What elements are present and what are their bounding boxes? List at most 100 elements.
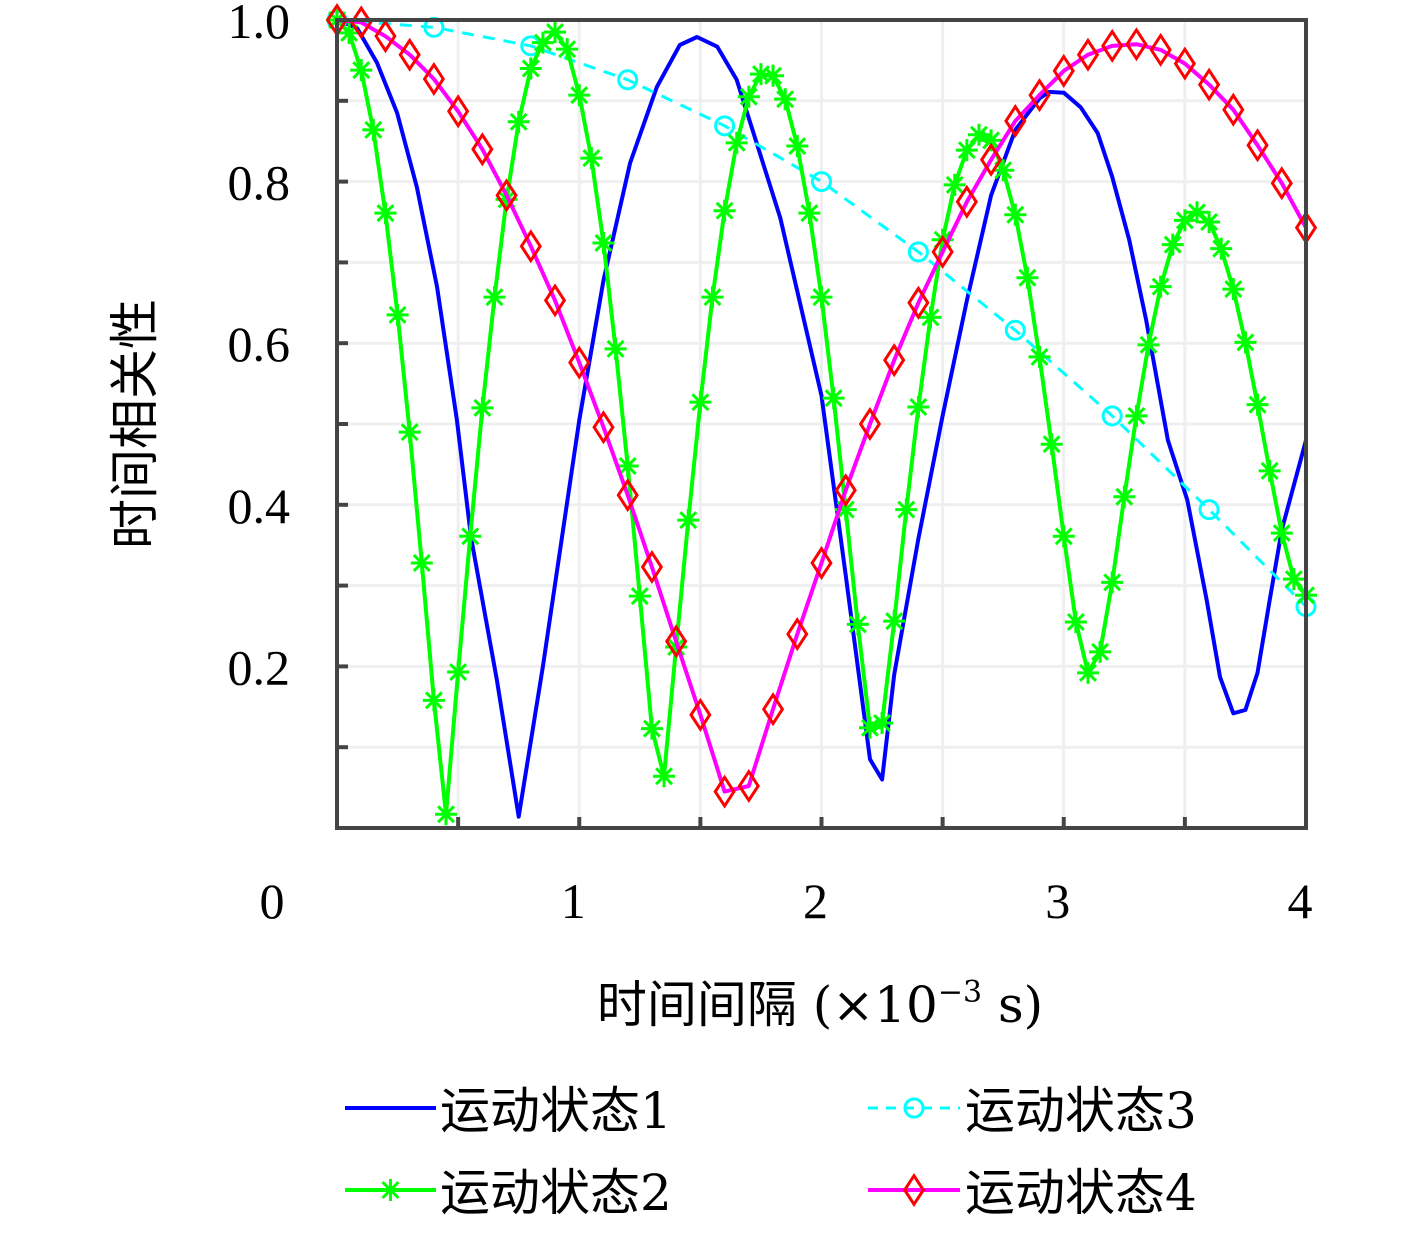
data-point-diamond: [761, 692, 785, 727]
data-point-star: [1246, 393, 1269, 416]
x-axis-label-unit: s): [982, 976, 1043, 1034]
data-point-star: [616, 455, 639, 478]
x-tick-label: 3: [1045, 873, 1070, 929]
data-point-star: [762, 64, 785, 87]
data-point-star: [725, 131, 748, 154]
data-point-star: [846, 613, 869, 636]
data-point-diamond: [568, 345, 591, 380]
x-tick-label: 4: [1288, 873, 1313, 929]
data-point-circle: [617, 69, 639, 91]
data-point-star: [1222, 278, 1245, 301]
series-layer: [325, 2, 1318, 826]
legend-label: 运动状态3: [965, 1082, 1197, 1140]
data-point-star: [955, 139, 978, 162]
y-tick-label: 1.0: [228, 0, 291, 49]
data-point-diamond: [955, 184, 978, 219]
data-point-star: [1282, 568, 1305, 591]
data-point-circle: [714, 115, 736, 137]
data-point-diamond: [1197, 67, 1221, 102]
data-point-star: [398, 421, 421, 444]
data-point-star: [810, 286, 833, 309]
legend-label: 运动状态4: [965, 1164, 1197, 1222]
data-point-star: [1210, 237, 1233, 260]
legend: 运动状态1 运动状态2 运动状态3 运动状态4: [345, 1082, 1197, 1222]
data-point-star: [1270, 522, 1293, 545]
data-point-star: [471, 396, 494, 419]
data-point-diamond: [592, 410, 615, 445]
data-point-star: [1185, 201, 1208, 224]
x-tick-label: 2: [803, 873, 828, 929]
data-point-diamond: [737, 768, 760, 804]
x-tick-label: 1: [561, 873, 586, 929]
data-point-diamond: [1173, 46, 1197, 81]
series-4: [325, 2, 1318, 809]
data-point-diamond: [1222, 92, 1245, 127]
data-point-diamond: [883, 343, 906, 378]
data-point-diamond: [713, 774, 736, 809]
data-point-star: [1028, 345, 1051, 368]
data-point-diamond: [616, 478, 639, 513]
data-point-diamond: [495, 178, 518, 213]
data-point-diamond: [810, 545, 833, 581]
data-point-star: [580, 147, 603, 170]
y-tick-label: 0.2: [228, 639, 291, 695]
data-point-star: [422, 689, 445, 712]
data-point-diamond: [834, 473, 857, 508]
data-point-star: [362, 118, 385, 141]
data-point-star: [447, 661, 470, 684]
data-point-diamond: [689, 697, 712, 732]
data-point-star: [737, 85, 760, 108]
data-point-star: [507, 110, 530, 133]
data-point-diamond: [902, 1172, 926, 1208]
data-point-diamond: [1149, 32, 1172, 67]
data-point-diamond: [931, 234, 954, 269]
data-point-star: [1234, 331, 1257, 354]
data-point-diamond: [1270, 166, 1293, 201]
data-point-star: [1137, 333, 1160, 356]
data-point-star: [713, 199, 736, 222]
data-point-circle: [1198, 499, 1220, 521]
data-point-star: [871, 711, 894, 734]
data-point-star: [386, 303, 409, 326]
data-point-diamond: [1125, 27, 1148, 62]
data-point-diamond: [665, 624, 688, 659]
data-point-diamond: [1028, 78, 1051, 113]
data-point-star: [379, 1179, 402, 1201]
data-point-star: [628, 585, 651, 608]
data-point-star: [689, 391, 712, 414]
legend-item-4: 运动状态4: [868, 1164, 1197, 1222]
data-point-star: [798, 202, 821, 225]
y-tick-label: 0.4: [228, 478, 291, 534]
data-point-star: [556, 38, 579, 61]
data-point-star: [992, 159, 1015, 182]
x-axis-label-main: 时间间隔 (×10: [597, 976, 938, 1034]
data-point-diamond: [1101, 28, 1124, 63]
data-point-diamond: [398, 37, 421, 72]
data-point-star: [1198, 211, 1221, 233]
data-point-star: [519, 57, 542, 80]
data-point-star: [1125, 404, 1148, 427]
data-point-diamond: [446, 94, 470, 129]
x-axis-label-exponent: −3: [938, 975, 982, 1010]
data-point-diamond: [907, 285, 930, 320]
data-point-diamond: [471, 132, 494, 167]
legend-item-1: 运动状态1: [345, 1082, 672, 1140]
legend-item-2: 运动状态2: [345, 1164, 672, 1222]
y-tick-label: 0.8: [228, 155, 291, 211]
plot-frame: [335, 18, 1308, 830]
data-point-star: [1149, 275, 1172, 298]
data-point-star: [883, 610, 906, 633]
data-point-circle: [1004, 319, 1026, 341]
y-tick-labels: 0.2 0.4 0.6 0.8 1.0: [228, 0, 291, 695]
data-point-star: [677, 509, 700, 532]
data-point-star: [653, 765, 676, 788]
y-tick-label: 0.6: [228, 316, 291, 372]
data-point-star: [1052, 525, 1075, 548]
data-point-diamond: [1052, 53, 1075, 88]
data-point-star: [786, 135, 809, 158]
data-point-star: [531, 31, 554, 54]
data-point-star: [1161, 233, 1184, 256]
data-point-star: [592, 232, 615, 255]
data-point-star: [350, 59, 373, 82]
